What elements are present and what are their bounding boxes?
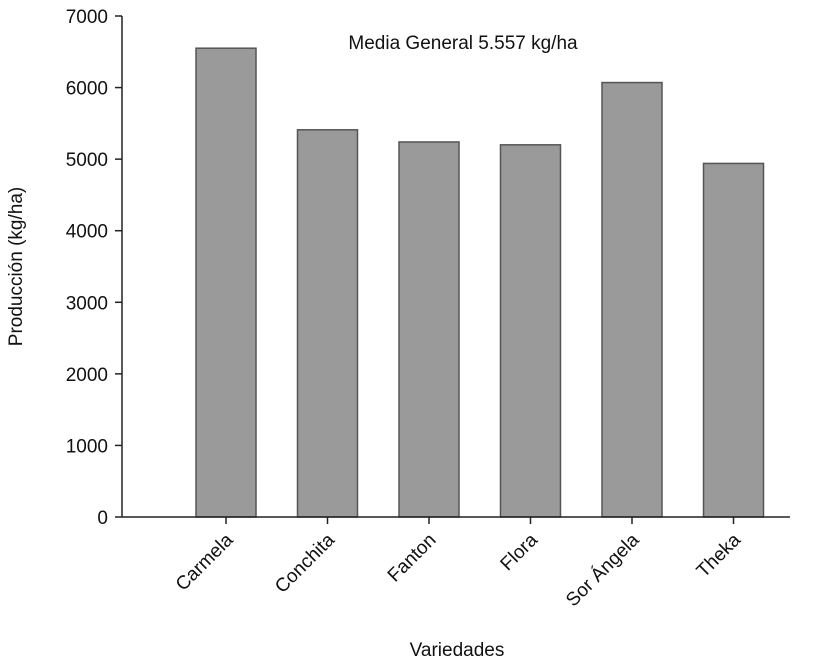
y-tick-label: 1000 [66, 436, 108, 457]
bar-flora [499, 144, 562, 518]
x-tick-label: Flora [497, 529, 543, 575]
y-ticks: 0 1000 2000 3000 4000 5000 6000 7000 [66, 7, 122, 529]
plot-area [195, 47, 765, 518]
x-tick-label: Sor Ángela [562, 529, 644, 611]
y-tick-label: 4000 [66, 222, 108, 243]
mean-annotation: Media General 5.557 kg/ha [348, 33, 578, 54]
y-axis-title: Producción (kg/ha) [6, 187, 27, 346]
y-tick-label: 7000 [66, 7, 108, 28]
y-tick-label: 5000 [66, 150, 108, 171]
x-tick-label: Carmela [172, 529, 238, 595]
y-tick-label: 3000 [66, 293, 108, 314]
bar-theka [702, 162, 765, 518]
x-tick-label: Fanton [384, 530, 441, 587]
bar-carmela [195, 47, 257, 518]
y-tick-label: 6000 [66, 79, 108, 100]
y-tick-label: 0 [97, 508, 108, 529]
bar-sor-ngela [601, 81, 663, 518]
bar-conchita [296, 129, 359, 518]
y-tick-label: 2000 [66, 365, 108, 386]
x-tick-label: Conchita [271, 529, 339, 597]
x-axis-title: Variedades [410, 640, 505, 661]
bar-fanton [398, 141, 460, 518]
x-tick-label: Theka [693, 529, 745, 581]
x-ticks: Carmela Conchita Fanton Flora Sor Ángela Thek… [172, 517, 745, 611]
